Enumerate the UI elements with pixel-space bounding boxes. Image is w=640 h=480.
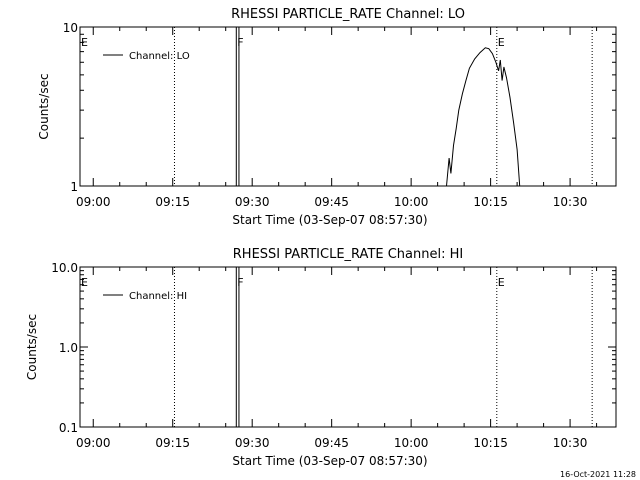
panel-2-x-tick-label: 09:45 [314,436,349,450]
panel-1-y-tick-label: 10 [63,21,78,35]
panel-1-x-tick-label: 09:15 [155,195,190,209]
panel-2-x-tick-label: 09:00 [76,436,111,450]
panel-2-y-tick-label: 10.0 [51,261,78,275]
panel-2-x-tick-label: 10:00 [394,436,429,450]
footer-timestamp: 16-Oct-2021 11:28 [560,470,636,479]
panel-2-x-axis-label: Start Time (03-Sep-07 08:57:30) [232,454,427,468]
panel-1-x-axis-label: Start Time (03-Sep-07 08:57:30) [232,213,427,227]
panel-1-axes-frame [79,26,617,187]
panel-2-event-marker-label: F [237,276,243,289]
panel-1-x-tick-label: 09:45 [314,195,349,209]
panel-2-y-tick-label: 0.1 [59,421,78,435]
panel-2-event-marker-label: E [498,276,505,289]
panel-1-title: RHESSI PARTICLE_RATE Channel: LO [231,7,465,22]
panel-2-legend-label: Channel: HI [129,291,187,302]
panel-2-x-tick-label: 10:30 [553,436,588,450]
panel-1-x-tick-label: 09:30 [235,195,270,209]
panel-1-y-tick-label: 1 [70,180,78,194]
panel-1-event-marker-label: E [81,36,88,49]
panel-2-x-tick-label: 10:15 [473,436,508,450]
panel-1-x-tick-label: 10:15 [473,195,508,209]
panel-1-y-axis-label: Counts/sec [37,73,51,139]
panel-1-x-tick-label: 09:00 [76,195,111,209]
panel-2-x-tick-label: 09:15 [155,436,190,450]
panel-2-y-tick-label: 1.0 [59,341,78,355]
panel-1-series-line [446,47,521,187]
panel-2-y-axis-label: Counts/sec [25,314,39,380]
panel-1-legend-label: Channel: LO [129,51,190,62]
panel-1-event-marker-label: F [237,36,243,49]
panel-1-event-marker-label: E [498,36,505,49]
panel-2-title: RHESSI PARTICLE_RATE Channel: HI [233,247,463,262]
panel-2-event-marker-label: E [81,276,88,289]
panel-1-x-tick-label: 10:00 [394,195,429,209]
panel-1-x-tick-label: 10:30 [553,195,588,209]
panel-2-x-tick-label: 09:30 [235,436,270,450]
